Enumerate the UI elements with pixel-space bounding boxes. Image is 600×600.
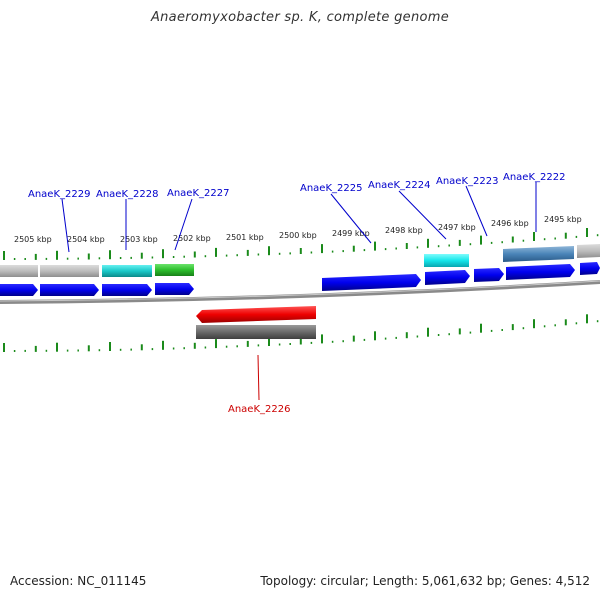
- gene-feature-steel-blue[interactable]: [503, 246, 574, 262]
- genome-backbone-highlight: [0, 280, 600, 302]
- gene-arrow-forward[interactable]: [322, 274, 421, 291]
- gene-labels: AnaeK_2229 AnaeK_2228 AnaeK_2227 AnaeK_2…: [28, 172, 565, 415]
- kbp-tick-label: 2504 kbp: [67, 235, 105, 244]
- gene-arrow-forward[interactable]: [506, 264, 575, 280]
- kbp-tick-label: 2498 kbp: [385, 226, 423, 235]
- reverse-strand-track: [196, 306, 316, 339]
- leader-line: [330, 193, 372, 244]
- leader-line: [174, 198, 193, 251]
- gene-arrow-forward[interactable]: [102, 284, 152, 296]
- kbp-tick-labels: 2505 kbp 2504 kbp 2503 kbp 2502 kbp 2501…: [14, 215, 582, 244]
- forward-strand-track: [0, 262, 600, 296]
- gene-label-anaek-2229[interactable]: AnaeK_2229: [28, 189, 90, 200]
- gene-feature-cyan[interactable]: [102, 265, 152, 277]
- gene-feature-gray[interactable]: [577, 244, 600, 258]
- gene-label-anaek-2222[interactable]: AnaeK_2222: [503, 172, 565, 183]
- gene-arrow-forward[interactable]: [474, 268, 504, 282]
- kbp-tick-label: 2505 kbp: [14, 235, 52, 244]
- gene-arrow-forward[interactable]: [425, 270, 470, 285]
- kbp-tick-label: 2497 kbp: [438, 223, 476, 232]
- gene-arrow-forward[interactable]: [0, 284, 38, 296]
- leader-line: [257, 354, 260, 401]
- gene-feature-gray[interactable]: [0, 265, 38, 277]
- gene-arrow-reverse-anaek-2226[interactable]: [196, 306, 316, 323]
- gene-label-anaek-2225[interactable]: AnaeK_2225: [300, 183, 362, 194]
- gene-label-anaek-2224[interactable]: AnaeK_2224: [368, 180, 430, 191]
- kbp-tick-label: 2496 kbp: [491, 219, 529, 228]
- gene-feature-green[interactable]: [155, 264, 194, 276]
- leader-lines: [61, 182, 537, 401]
- leader-line: [61, 198, 70, 253]
- gene-arrow-forward[interactable]: [40, 284, 99, 296]
- gene-feature-bright-cyan[interactable]: [424, 254, 469, 267]
- accession-text: Accession: NC_011145: [10, 574, 147, 588]
- gene-arrow-forward[interactable]: [580, 262, 600, 275]
- genome-backbone: [0, 280, 600, 304]
- kbp-tick-label: 2499 kbp: [332, 229, 370, 238]
- gene-arrow-forward[interactable]: [155, 283, 194, 295]
- gene-label-anaek-2226[interactable]: AnaeK_2226: [228, 404, 290, 415]
- kbp-tick-label: 2500 kbp: [279, 231, 317, 240]
- kbp-tick-label: 2502 kbp: [173, 234, 211, 243]
- gene-label-anaek-2223[interactable]: AnaeK_2223: [436, 176, 498, 187]
- page-title: Anaeromyxobacter sp. K, complete genome: [150, 10, 450, 25]
- kbp-tick-label: 2501 kbp: [226, 233, 264, 242]
- feature-track-upper: [0, 244, 600, 277]
- gene-label-anaek-2227[interactable]: AnaeK_2227: [167, 188, 229, 199]
- gene-label-anaek-2228[interactable]: AnaeK_2228: [96, 189, 158, 200]
- kbp-tick-label: 2503 kbp: [120, 235, 158, 244]
- kbp-tick-label: 2495 kbp: [544, 215, 582, 224]
- tick-marks-bottom: [3, 314, 599, 352]
- leader-line: [398, 190, 447, 240]
- tick-marks-top: [3, 228, 599, 260]
- gene-feature-dark-gray[interactable]: [196, 325, 316, 339]
- leader-line: [465, 185, 488, 237]
- gene-feature-gray[interactable]: [40, 265, 99, 277]
- genome-summary-text: Topology: circular; Length: 5,061,632 bp…: [260, 574, 590, 588]
